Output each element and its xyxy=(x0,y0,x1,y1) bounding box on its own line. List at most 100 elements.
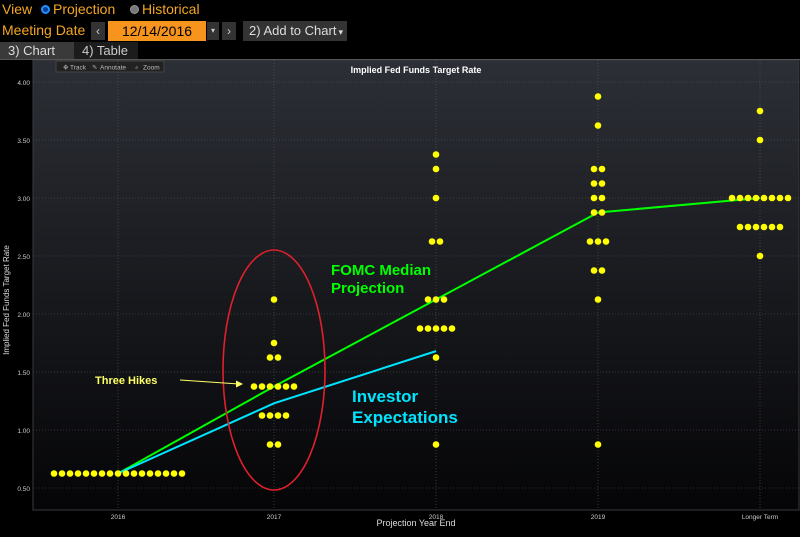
fomc-dot xyxy=(270,296,278,303)
y-tick-label: 3.50 xyxy=(17,138,30,145)
x-axis-label: Projection Year End xyxy=(376,518,455,528)
fomc-dot xyxy=(258,383,266,390)
fomc-dot xyxy=(130,470,138,477)
fomc-dot xyxy=(424,296,432,303)
historical-option-label[interactable]: Historical xyxy=(142,1,200,17)
fomc-dot xyxy=(590,209,598,216)
historical-radio[interactable] xyxy=(130,5,139,14)
x-tick-label: 2016 xyxy=(111,514,126,521)
fomc-dot xyxy=(98,470,106,477)
fomc-dot xyxy=(266,412,274,419)
fomc-label-line1: FOMC Median xyxy=(331,262,431,279)
track-tool-icon: ✥ xyxy=(63,64,69,72)
y-tick-label: 4.00 xyxy=(17,80,30,87)
fomc-dot xyxy=(590,194,598,202)
fomc-dot xyxy=(274,354,282,361)
fomc-dot xyxy=(756,252,764,260)
add-to-chart-button[interactable]: 2) Add to Chart ▾ xyxy=(243,21,347,41)
chart-panel: ✥ Track ✎ Annotate ⌕ Zoom Implied Fed Fu… xyxy=(0,59,800,532)
fomc-dot xyxy=(586,238,594,245)
investor-expectations-line xyxy=(117,350,437,475)
grid-lines xyxy=(33,60,799,510)
y-tick-label: 1.50 xyxy=(17,370,30,377)
fomc-dot xyxy=(106,470,114,477)
chart-tools-bar xyxy=(55,60,165,73)
fomc-dot xyxy=(266,354,274,361)
chart-title: Implied Fed Funds Target Rate xyxy=(351,65,482,75)
fomc-dot xyxy=(162,470,170,477)
plot-frame xyxy=(32,59,800,511)
fomc-dot xyxy=(138,470,146,477)
fomc-dot xyxy=(432,194,440,202)
fomc-dot xyxy=(440,296,448,303)
chart-tools: ✥ Track ✎ Annotate ⌕ Zoom xyxy=(55,60,165,73)
y-tick-label: 2.50 xyxy=(17,254,30,261)
track-tool[interactable]: Track xyxy=(70,65,87,72)
fomc-dot xyxy=(594,441,602,448)
fomc-dot xyxy=(282,383,290,390)
rate-chart[interactable]: ✥ Track ✎ Annotate ⌕ Zoom Implied Fed Fu… xyxy=(0,59,800,532)
fomc-dot xyxy=(178,470,186,477)
fomc-dot xyxy=(590,165,598,173)
fomc-dot xyxy=(266,383,274,390)
fomc-dot xyxy=(594,122,602,129)
tab-table[interactable]: 4) Table xyxy=(74,42,138,60)
fomc-dot xyxy=(744,194,752,202)
view-row: View Projection Historical xyxy=(0,0,800,20)
fomc-dot xyxy=(594,296,602,303)
tab-bar: 3) Chart 4) Table xyxy=(0,42,800,60)
fomc-dot xyxy=(760,194,768,202)
fomc-dot xyxy=(598,165,606,173)
projection-radio[interactable] xyxy=(41,5,50,14)
fomc-dot xyxy=(432,354,440,361)
investor-label-line1: Investor xyxy=(352,387,419,406)
fomc-dot xyxy=(424,325,432,332)
add-to-chart-label: 2) Add to Chart xyxy=(249,23,337,38)
fomc-dot xyxy=(760,223,768,231)
annotate-tool[interactable]: Annotate xyxy=(100,65,126,72)
fomc-dot xyxy=(432,296,440,303)
fomc-dot xyxy=(50,470,58,477)
fomc-dot xyxy=(428,238,436,245)
zoom-tool[interactable]: Zoom xyxy=(143,65,160,72)
fomc-dot xyxy=(448,325,456,332)
date-dropdown-button[interactable]: ▾ xyxy=(207,22,219,40)
fomc-label-line2: Projection xyxy=(331,280,404,297)
meeting-date-field[interactable]: 12/14/2016 xyxy=(108,21,206,41)
fomc-dot xyxy=(602,238,610,245)
fomc-dot xyxy=(282,412,290,419)
fomc-dot xyxy=(590,267,598,274)
fomc-dot xyxy=(266,441,274,448)
y-tick-label: 3.00 xyxy=(17,196,30,203)
fomc-dot xyxy=(776,194,784,202)
fomc-dot xyxy=(736,194,744,202)
y-axis-label: Implied Fed Funds Target Rate xyxy=(2,245,11,355)
fomc-dot xyxy=(154,470,162,477)
next-date-button[interactable]: › xyxy=(222,22,236,40)
fomc-dot xyxy=(598,267,606,274)
fomc-dot xyxy=(74,470,82,477)
fomc-dot xyxy=(258,412,266,419)
fomc-dot xyxy=(728,194,736,202)
fomc-dot xyxy=(744,223,752,231)
projection-option-label[interactable]: Projection xyxy=(53,1,116,17)
fomc-dot xyxy=(432,441,440,448)
x-tick-label: Longer Term xyxy=(742,514,778,521)
fomc-dot xyxy=(66,470,74,477)
tab-chart[interactable]: 3) Chart xyxy=(0,42,74,60)
fomc-dot xyxy=(274,412,282,419)
fomc-dot xyxy=(598,194,606,202)
three-hikes-arrow-head xyxy=(236,380,243,388)
fomc-dot xyxy=(440,325,448,332)
x-axis-ticks: 2016 2017 2018 2019 Longer Term xyxy=(111,514,778,521)
meeting-date-label: Meeting Date xyxy=(2,22,86,38)
fomc-dot xyxy=(436,238,444,245)
fomc-dot xyxy=(250,383,258,390)
fomc-dot xyxy=(752,194,760,202)
fomc-dot xyxy=(432,151,440,158)
fomc-dot xyxy=(170,470,178,477)
prev-date-button[interactable]: ‹ xyxy=(91,22,105,40)
x-tick-label: 2017 xyxy=(267,514,282,521)
fomc-dot xyxy=(274,383,282,390)
three-hikes-label: Three Hikes xyxy=(95,375,157,387)
